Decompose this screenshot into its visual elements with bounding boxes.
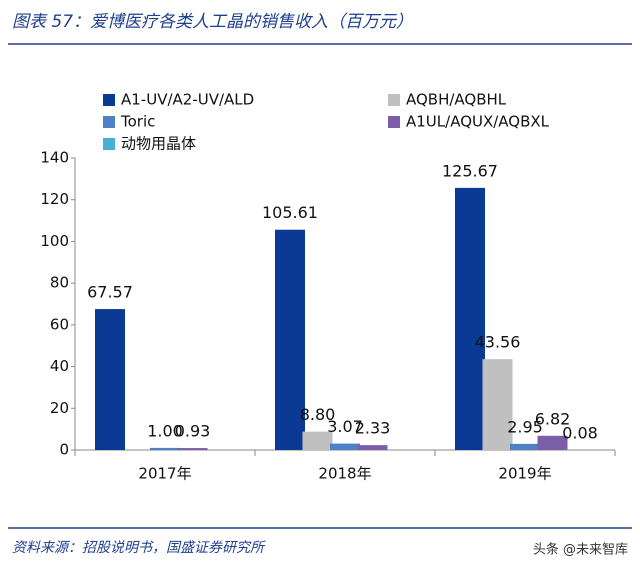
watermark: 头条 @未来智库	[533, 542, 628, 558]
legend-label: 动物用晶体	[121, 135, 196, 153]
x-tick-label: 2017年	[138, 465, 191, 483]
value-label: 43.56	[475, 333, 521, 352]
bar	[357, 445, 388, 450]
y-tick-label: 120	[40, 190, 69, 208]
y-tick-label: 20	[50, 399, 69, 417]
value-label: 125.67	[442, 161, 498, 180]
value-label: 8.80	[300, 405, 336, 424]
bar	[275, 229, 305, 450]
bar	[95, 309, 125, 450]
y-tick-label: 100	[40, 232, 69, 250]
y-tick-label: 40	[50, 357, 69, 375]
value-label: 6.82	[535, 409, 571, 428]
y-tick-label: 140	[40, 149, 69, 167]
bar	[482, 359, 513, 450]
value-label: 67.57	[87, 283, 133, 302]
bar	[330, 443, 360, 450]
value-label: 105.61	[262, 203, 318, 222]
source-note: 资料来源：招股说明书，国盛证券研究所	[12, 540, 266, 556]
legend-swatch	[103, 116, 115, 128]
legend-label: Toric	[120, 113, 155, 131]
bar	[510, 443, 540, 450]
value-label: 3.07	[327, 417, 363, 436]
value-label: 0.08	[562, 423, 598, 442]
legend-label: AQBH/AQBHL	[406, 91, 507, 109]
bar	[302, 431, 333, 450]
bar	[537, 435, 568, 450]
chart-title: 图表 57：爱博医疗各类人工晶的销售收入（百万元）	[12, 12, 413, 32]
bar	[177, 448, 208, 450]
x-tick-label: 2018年	[318, 465, 371, 483]
bar	[150, 447, 180, 450]
value-label: 1.00	[147, 421, 183, 440]
legend-swatch	[103, 138, 115, 150]
value-label: 2.33	[355, 419, 391, 438]
value-label: 0.93	[175, 422, 211, 441]
x-tick-label: 2019年	[498, 465, 551, 483]
value-label: 2.95	[507, 417, 543, 436]
legend-swatch	[103, 94, 115, 106]
bar	[455, 187, 485, 450]
legend-swatch	[388, 94, 400, 106]
y-tick-label: 0	[59, 441, 69, 459]
legend-label: A1-UV/A2-UV/ALD	[121, 91, 254, 109]
legend-label: A1UL/AQUX/AQBXL	[406, 113, 550, 131]
legend-swatch	[388, 116, 400, 128]
y-tick-label: 60	[50, 315, 69, 333]
y-tick-label: 80	[50, 274, 69, 292]
